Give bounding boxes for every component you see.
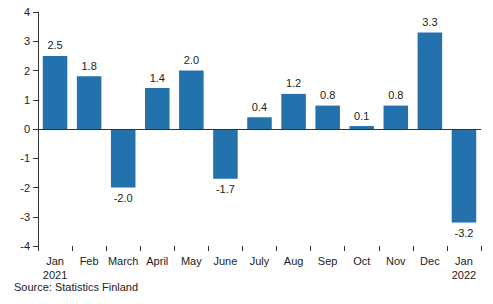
- svg-text:2022: 2022: [452, 269, 476, 281]
- svg-text:4: 4: [24, 6, 30, 18]
- svg-text:Feb: Feb: [80, 255, 99, 267]
- svg-text:Jan: Jan: [455, 255, 473, 267]
- svg-text:-1: -1: [20, 152, 30, 164]
- svg-text:3.3: 3.3: [422, 16, 437, 28]
- svg-text:May: May: [181, 255, 202, 267]
- svg-text:-4: -4: [20, 240, 30, 252]
- svg-text:June: June: [213, 255, 237, 267]
- svg-text:1.4: 1.4: [150, 72, 165, 84]
- svg-text:2.0: 2.0: [184, 54, 199, 66]
- svg-text:0.4: 0.4: [252, 101, 267, 113]
- svg-text:March: March: [108, 255, 139, 267]
- svg-text:2.5: 2.5: [47, 39, 62, 51]
- svg-text:-2.0: -2.0: [114, 192, 133, 204]
- svg-text:2: 2: [24, 65, 30, 77]
- svg-text:1.8: 1.8: [81, 60, 96, 72]
- svg-text:July: July: [250, 255, 270, 267]
- svg-text:Source: Statistics Finland: Source: Statistics Finland: [14, 281, 138, 293]
- svg-text:Oct: Oct: [353, 255, 370, 267]
- svg-text:1: 1: [24, 94, 30, 106]
- svg-text:3: 3: [24, 35, 30, 47]
- svg-text:Nov: Nov: [386, 255, 406, 267]
- svg-text:Sep: Sep: [318, 255, 338, 267]
- svg-text:0.8: 0.8: [320, 89, 335, 101]
- svg-text:-3: -3: [20, 211, 30, 223]
- svg-text:0.8: 0.8: [388, 89, 403, 101]
- svg-text:Aug: Aug: [284, 255, 304, 267]
- svg-text:Dec: Dec: [420, 255, 440, 267]
- svg-text:-1.7: -1.7: [216, 183, 235, 195]
- svg-text:2021: 2021: [43, 269, 67, 281]
- svg-text:April: April: [146, 255, 168, 267]
- svg-text:1.2: 1.2: [286, 77, 301, 89]
- svg-text:Jan: Jan: [46, 255, 64, 267]
- svg-text:-3.2: -3.2: [454, 227, 473, 239]
- svg-text:0: 0: [24, 123, 30, 135]
- svg-text:-2: -2: [20, 182, 30, 194]
- svg-text:0.1: 0.1: [354, 110, 369, 122]
